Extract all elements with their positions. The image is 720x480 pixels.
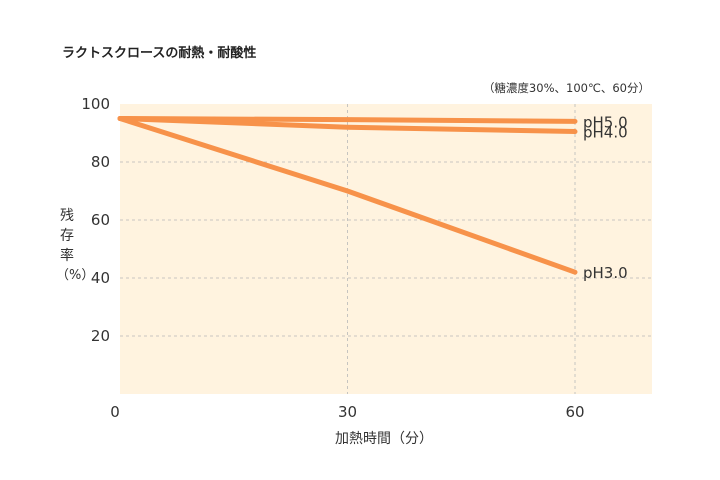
y-tick-label: 80 <box>91 153 110 171</box>
series-line <box>117 116 578 135</box>
series-line <box>117 116 578 275</box>
conditions-note: （糖濃度30%、100℃、60分） <box>482 81 650 95</box>
series-label: pH3.0 <box>583 264 628 282</box>
x-tick-label: 0 <box>110 403 120 421</box>
x-tick-label: 60 <box>565 403 584 421</box>
y-tick-label: 20 <box>91 327 110 345</box>
y-tick-label: 60 <box>91 211 110 229</box>
series-label: pH4.0 <box>583 124 628 142</box>
series-label: pH5.0 <box>583 113 628 131</box>
y-axis-label-char: 残 <box>60 208 74 224</box>
y-tick-label: 40 <box>91 269 110 287</box>
chart-title: ラクトスクロースの耐熱・耐酸性 <box>62 46 257 61</box>
y-axis-label-char: 率 <box>60 248 74 264</box>
x-axis-label: 加熱時間（分） <box>335 431 433 447</box>
x-tick-label: 30 <box>338 403 357 421</box>
plot-area <box>120 104 652 394</box>
y-tick-label: 100 <box>81 95 110 113</box>
y-axis-label-char: 存 <box>60 228 74 244</box>
